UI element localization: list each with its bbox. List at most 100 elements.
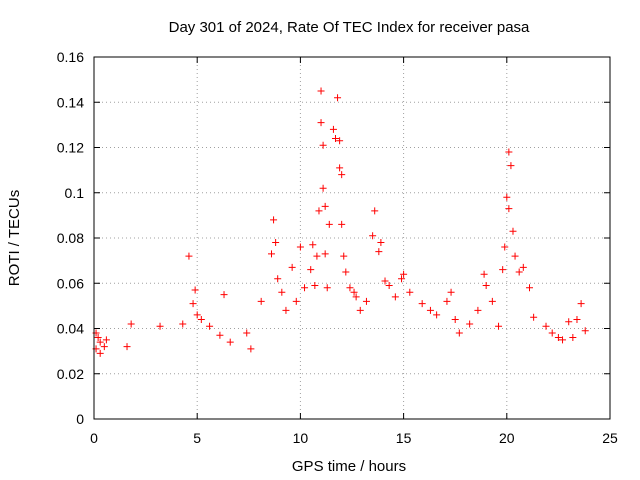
data-point [331,134,339,142]
data-point [466,320,474,328]
data-point [443,297,451,305]
data-point [385,282,393,290]
data-point [321,250,329,258]
data-point [315,207,323,215]
data-point [321,202,329,210]
data-point [338,220,346,228]
data-point [548,329,556,337]
data-point [375,248,383,256]
x-tick-label: 20 [499,430,515,446]
data-point [307,266,315,274]
data-point [247,345,255,353]
data-point [296,243,304,251]
data-point [495,322,503,330]
data-point [509,227,517,235]
data-point [340,252,348,260]
data-point [189,300,197,308]
data-point [323,284,331,292]
data-point [216,331,224,339]
data-point [581,327,589,335]
x-tick-label: 15 [396,430,412,446]
data-point [503,193,511,201]
data-point [342,268,350,276]
data-point [257,297,265,305]
data-point [482,282,490,290]
y-tick-label: 0.04 [57,321,84,337]
data-point [519,263,527,271]
y-axis-label: ROTI / TECUs [6,190,23,286]
data-point [433,311,441,319]
data-point [377,239,385,247]
data-point [206,322,214,330]
data-point [313,252,321,260]
y-tick-label: 0.1 [65,185,85,201]
data-point [102,336,110,344]
x-tick-label: 25 [602,430,618,446]
data-point [96,338,104,346]
data-point [334,94,342,102]
y-tick-label: 0.06 [57,275,84,291]
data-point [156,322,164,330]
data-point [362,297,370,305]
data-point [268,250,276,258]
data-point [301,284,309,292]
data-point [336,137,344,145]
data-point [325,220,333,228]
x-tick-label: 5 [193,430,201,446]
data-point [371,207,379,215]
x-tick-label: 10 [293,430,309,446]
data-point [398,275,406,283]
data-point [282,306,290,314]
data-point [501,243,509,251]
data-point [391,293,399,301]
data-point [346,284,354,292]
data-point [515,268,523,276]
data-point [338,171,346,179]
data-point [559,336,567,344]
data-point [451,315,459,323]
data-point [220,291,228,299]
data-point [94,334,102,342]
data-point [356,306,364,314]
data-point [455,329,463,337]
data-point [499,266,507,274]
data-point [352,293,360,301]
data-point [400,270,408,278]
data-point [480,270,488,278]
data-point [127,320,135,328]
data-point [272,239,280,247]
data-point [100,343,108,351]
data-point [474,306,482,314]
data-point [317,87,325,95]
data-point [406,288,414,296]
y-tick-label: 0 [76,411,84,427]
data-point [418,300,426,308]
data-point [193,311,201,319]
plot-frame [93,56,611,420]
data-point [426,306,434,314]
x-tick-label: 0 [90,430,98,446]
data-point [96,349,104,357]
data-point [319,141,327,149]
y-tick-label: 0.08 [57,230,84,246]
data-point [336,164,344,172]
data-points [92,87,589,357]
data-point [507,162,515,170]
y-tick-label: 0.16 [57,49,84,65]
data-point [569,334,577,342]
data-point [511,252,519,260]
data-point [226,338,234,346]
data-point [505,148,513,156]
data-point [274,275,282,283]
data-point [369,232,377,240]
data-point [185,252,193,260]
data-point [123,343,131,351]
data-point [329,125,337,133]
data-point [288,263,296,271]
data-point [565,318,573,326]
chart-title: Day 301 of 2024, Rate Of TEC Index for r… [169,19,530,36]
data-point [577,300,585,308]
y-tick-label: 0.02 [57,366,84,382]
grid-lines [94,57,610,419]
